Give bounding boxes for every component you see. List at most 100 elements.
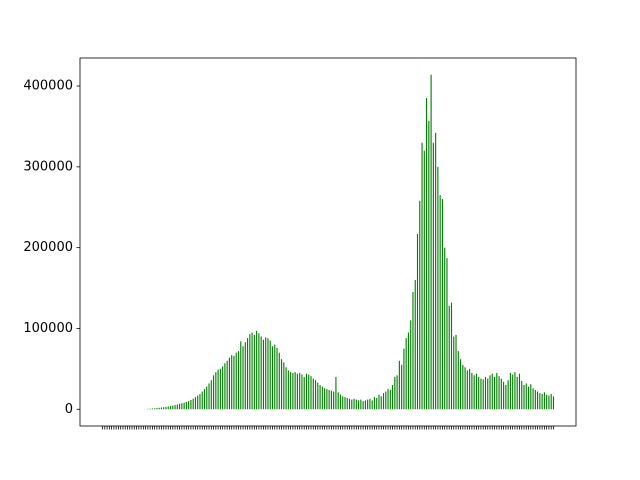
- bar: [215, 372, 217, 410]
- bar: [453, 336, 455, 410]
- bar: [423, 150, 425, 410]
- bar: [457, 351, 459, 410]
- bar: [491, 373, 493, 410]
- bar: [326, 389, 328, 410]
- bar: [548, 395, 550, 410]
- bar: [412, 292, 414, 410]
- bar: [380, 396, 382, 410]
- bar: [246, 338, 249, 410]
- bar: [194, 397, 197, 410]
- bar: [387, 389, 389, 410]
- bar: [233, 355, 235, 410]
- bar: [312, 378, 314, 410]
- bar: [181, 403, 183, 410]
- bar: [398, 360, 400, 410]
- bar: [392, 385, 394, 410]
- bar: [278, 352, 280, 410]
- bar: [514, 372, 516, 410]
- bar: [201, 391, 203, 410]
- bar: [425, 98, 428, 410]
- y-tick-label: 200000: [23, 240, 73, 255]
- bar: [337, 392, 339, 410]
- bar: [459, 359, 462, 410]
- bar: [498, 376, 500, 410]
- bar: [466, 370, 468, 410]
- bar: [192, 398, 194, 410]
- bar: [210, 380, 212, 410]
- bar: [480, 378, 482, 410]
- bar: [507, 380, 509, 410]
- bar: [405, 338, 407, 410]
- bar: [265, 337, 267, 410]
- bar: [260, 336, 262, 410]
- bar: [174, 405, 176, 410]
- bar: [435, 132, 437, 410]
- bar: [407, 332, 410, 410]
- bar: [226, 360, 228, 410]
- bar: [471, 372, 473, 410]
- bar: [455, 334, 457, 410]
- bar: [396, 375, 398, 410]
- bar: [154, 408, 156, 410]
- bar: [251, 332, 253, 410]
- bar: [303, 376, 305, 410]
- bar: [258, 333, 260, 410]
- bar: [151, 408, 153, 410]
- bar: [165, 406, 167, 410]
- bar: [160, 407, 163, 410]
- bar: [296, 373, 298, 410]
- bar: [158, 407, 160, 410]
- bar: [482, 379, 484, 410]
- bar: [537, 391, 539, 410]
- bar: [267, 338, 269, 410]
- bar: [235, 352, 237, 410]
- bar: [487, 378, 489, 410]
- bar: [378, 394, 380, 410]
- bar: [516, 376, 518, 410]
- bar: [503, 381, 505, 410]
- bar: [342, 396, 344, 410]
- y-tick-label: 300000: [23, 159, 73, 174]
- bar: [321, 386, 323, 410]
- bar: [527, 386, 530, 410]
- bar: [351, 399, 353, 410]
- bar: [308, 374, 310, 410]
- bar: [512, 374, 514, 410]
- bar: [532, 388, 534, 410]
- bar: [314, 380, 317, 410]
- bar: [262, 339, 264, 410]
- bar: [228, 357, 231, 410]
- bar: [156, 408, 158, 410]
- bar: [283, 362, 285, 410]
- bar: [541, 393, 543, 410]
- bar: [188, 401, 190, 410]
- bar: [244, 342, 246, 410]
- bar: [271, 346, 274, 410]
- bar: [190, 399, 192, 410]
- bar: [333, 391, 335, 410]
- bar: [167, 406, 169, 410]
- bar: [444, 247, 446, 410]
- bar: [448, 305, 450, 410]
- bar: [360, 399, 362, 410]
- bar: [301, 374, 303, 410]
- bar: [369, 398, 371, 410]
- bar: [410, 320, 412, 410]
- bar: [518, 373, 521, 410]
- bar: [489, 375, 491, 410]
- bar: [330, 390, 332, 410]
- bar: [287, 370, 289, 410]
- bar: [382, 393, 385, 410]
- bar: [290, 372, 292, 410]
- y-tick-label: 400000: [23, 79, 73, 94]
- bar: [416, 233, 419, 410]
- bar: [292, 372, 294, 410]
- bar: [521, 380, 523, 410]
- bar: [385, 391, 387, 410]
- bar: [469, 368, 471, 410]
- bar: [219, 368, 221, 410]
- bar: [319, 385, 321, 410]
- bar: [373, 397, 376, 410]
- bar: [231, 355, 233, 410]
